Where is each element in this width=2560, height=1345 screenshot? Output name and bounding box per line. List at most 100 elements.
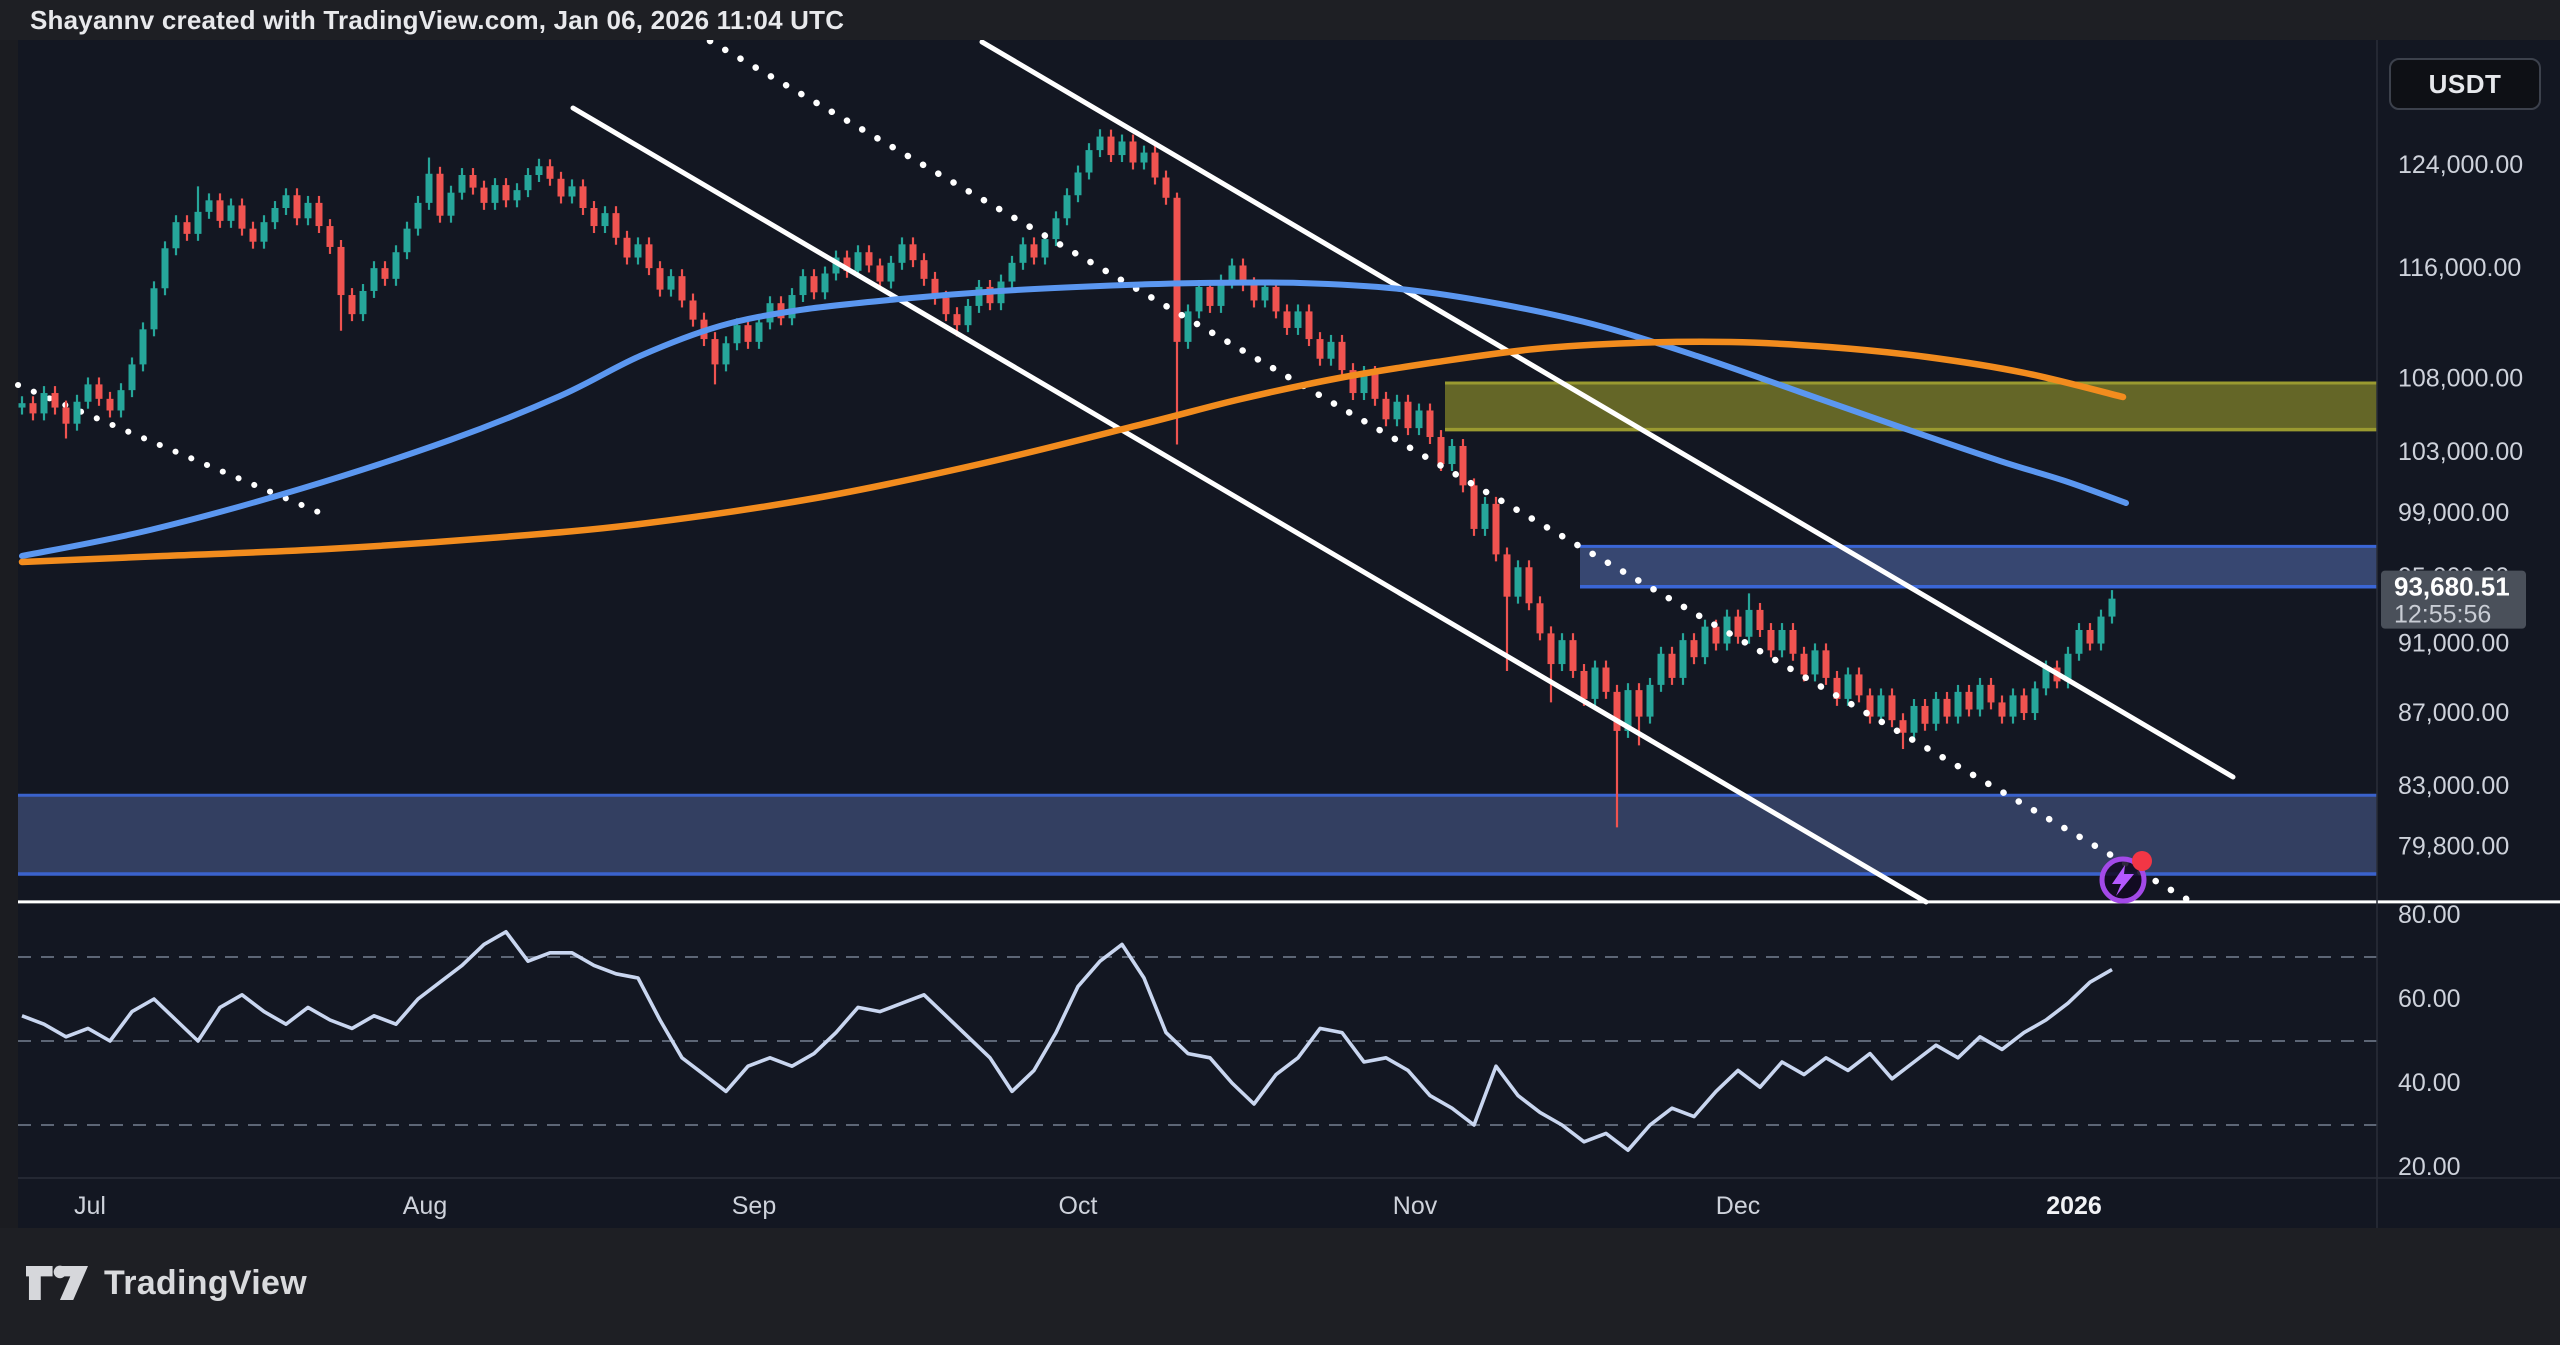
- ma-line-orange[interactable]: [18, 338, 2127, 566]
- candle: [1965, 684, 1973, 717]
- price-axis-label: 87,000.00: [2398, 699, 2509, 727]
- candle: [139, 322, 147, 372]
- lightning-bolt-glyph: [2112, 865, 2134, 896]
- price-axis[interactable]: 124,000.00 116,000.00 108,000.00 103,000.00…: [2376, 40, 2523, 1228]
- candle: [678, 269, 686, 308]
- trend-channel[interactable]: [570, 40, 2236, 905]
- time-axis[interactable]: Jul Aug Sep Oct Nov Dec 2026: [74, 1192, 2102, 1220]
- candle: [1602, 660, 1610, 699]
- candle: [1283, 304, 1291, 335]
- chart-canvas[interactable]: 124,000.00 116,000.00 108,000.00 103,000.00…: [0, 40, 2560, 1228]
- candle: [1481, 496, 1489, 536]
- candle: [546, 159, 554, 186]
- candle: [1525, 560, 1533, 611]
- candle: [2108, 590, 2116, 624]
- candle: [975, 279, 983, 313]
- candle: [1778, 623, 1786, 658]
- candle: [1833, 670, 1841, 706]
- candle: [1547, 626, 1555, 703]
- resistance-zone-olive[interactable]: [1445, 381, 2377, 432]
- price-axis-label: 99,000.00: [2398, 499, 2509, 527]
- price-axis-label: 79,800.00: [2398, 833, 2509, 861]
- candle: [458, 168, 466, 200]
- candle: [744, 318, 752, 349]
- candle: [568, 179, 576, 204]
- candle: [1492, 496, 1500, 562]
- ma-blue[interactable]: [19, 279, 2129, 559]
- dotted-left-line[interactable]: [15, 382, 333, 520]
- candle: [315, 195, 323, 234]
- candle: [1734, 609, 1742, 644]
- candle: [1855, 667, 1863, 703]
- candle: [1976, 677, 1984, 717]
- candle: [62, 400, 70, 439]
- candle: [788, 288, 796, 326]
- candle: [1085, 143, 1093, 180]
- candle: [1932, 691, 1940, 731]
- candle: [1888, 688, 1896, 728]
- candle: [986, 279, 994, 311]
- rsi-axis-label: 20.00: [2398, 1153, 2461, 1181]
- candle: [1470, 478, 1478, 536]
- candle: [260, 215, 268, 249]
- candle: [425, 157, 433, 210]
- channel-upper[interactable]: [570, 105, 1929, 905]
- candle: [1140, 145, 1148, 170]
- ma-orange[interactable]: [18, 338, 2127, 566]
- candle: [1448, 439, 1456, 472]
- candle: [436, 166, 444, 223]
- candle: [1173, 192, 1181, 445]
- time-axis-label: Dec: [1716, 1192, 1760, 1220]
- time-axis-label: Oct: [1059, 1192, 1098, 1220]
- candle: [447, 185, 455, 223]
- candle: [2086, 623, 2094, 651]
- candle: [645, 237, 653, 276]
- candle: [381, 261, 389, 286]
- candle: [84, 377, 92, 409]
- current-price-label: 93,680.51: [2394, 572, 2510, 602]
- candle: [1866, 688, 1874, 724]
- candle: [865, 245, 873, 273]
- candle: [1305, 304, 1313, 347]
- price-axis-label: 108,000.00: [2398, 365, 2523, 393]
- candle: [722, 336, 730, 372]
- channel-lower[interactable]: [979, 40, 2236, 780]
- candle: [656, 261, 664, 297]
- candle: [1723, 609, 1731, 651]
- candle: [1008, 255, 1016, 289]
- candle: [1162, 170, 1170, 205]
- candle: [1195, 279, 1203, 319]
- candle: [326, 219, 334, 254]
- candle: [887, 255, 895, 289]
- candle: [667, 269, 675, 297]
- candle: [161, 241, 169, 296]
- price-zones[interactable]: [18, 381, 2377, 876]
- candle: [1074, 165, 1082, 203]
- supply-zone-blue[interactable]: [1580, 544, 2377, 589]
- left-trendline[interactable]: [15, 382, 333, 520]
- candle: [612, 206, 620, 245]
- ma-line-blue[interactable]: [19, 279, 2129, 559]
- footer-bar: TradingView: [0, 1228, 2560, 1345]
- lightning-marker[interactable]: [2099, 851, 2152, 904]
- candle: [2031, 681, 2039, 721]
- candle: [1503, 547, 1511, 671]
- dotted-midline[interactable]: [706, 40, 2194, 905]
- candle: [2075, 623, 2083, 661]
- candle: [1921, 699, 1929, 731]
- channel-midline[interactable]: [706, 40, 2194, 905]
- support-zone-blue[interactable]: [18, 793, 2377, 876]
- candle: [1591, 660, 1599, 706]
- candle: [2009, 688, 2017, 724]
- title-bar: Shayannv created with TradingView.com, J…: [0, 0, 2560, 40]
- candle: [1184, 304, 1192, 349]
- candle: [150, 281, 158, 337]
- candle: [40, 386, 48, 421]
- candle: [128, 357, 136, 398]
- candle: [1569, 633, 1577, 678]
- candle: [1690, 633, 1698, 665]
- rsi-axis-label: 80.00: [2398, 901, 2461, 929]
- candle: [18, 396, 26, 415]
- candle: [304, 195, 312, 226]
